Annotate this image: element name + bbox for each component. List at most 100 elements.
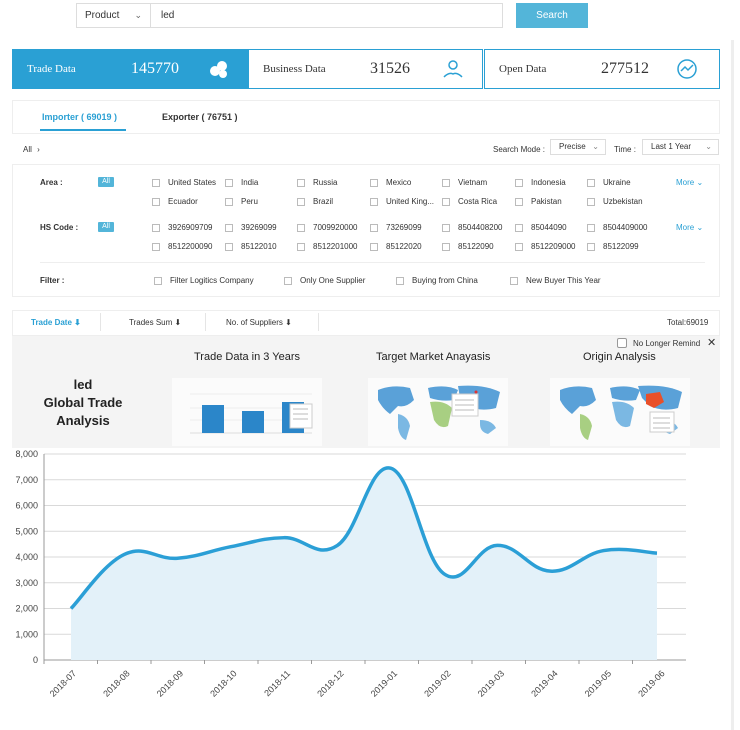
checkbox[interactable] <box>152 198 160 206</box>
checkbox[interactable] <box>510 277 518 285</box>
sort-trade-date[interactable]: Trade Date ⬇ <box>31 318 81 327</box>
hs-code-option-label: 3926909709 <box>168 223 213 232</box>
checkbox[interactable] <box>515 224 523 232</box>
analysis-title-line: led <box>73 377 93 392</box>
chevron-down-icon: ⌄ <box>696 178 704 187</box>
checkbox[interactable] <box>297 243 305 251</box>
area-option-label: United States <box>168 178 217 187</box>
checkbox[interactable] <box>225 243 233 251</box>
breadcrumb[interactable]: All › <box>23 145 40 154</box>
checkbox[interactable] <box>152 243 160 251</box>
x-tick-label: 2019-04 <box>529 668 559 698</box>
checkbox[interactable] <box>297 198 305 206</box>
search-mode-select[interactable]: Precise ⌄ <box>550 139 606 155</box>
search-button[interactable]: Search <box>516 3 588 28</box>
extra-filter-option-label: Only One Supplier <box>300 276 366 285</box>
checkbox[interactable] <box>152 224 160 232</box>
x-tick-label: 2019-01 <box>369 668 399 698</box>
area-option-label: Mexico <box>386 178 412 187</box>
checkbox[interactable] <box>587 243 595 251</box>
tab-importer[interactable]: Importer ( 69019 ) <box>42 112 118 122</box>
checkbox[interactable] <box>442 224 450 232</box>
close-icon[interactable]: ✕ <box>707 337 717 349</box>
tab-exporter[interactable]: Exporter ( 76751 ) <box>162 112 238 122</box>
checkbox[interactable] <box>370 224 378 232</box>
tabs-panel <box>12 100 720 134</box>
area-option-label: Ecuador <box>168 197 198 206</box>
checkbox[interactable] <box>587 198 595 206</box>
tab-active-indicator <box>40 129 126 131</box>
search-type-select[interactable]: Product ⌄ <box>77 4 151 27</box>
area-more-link[interactable]: More ⌄ <box>676 178 703 187</box>
checkbox[interactable] <box>370 179 378 187</box>
hs-code-option-label: 85122099 <box>603 242 639 251</box>
checkbox[interactable] <box>515 198 523 206</box>
divider <box>205 313 206 331</box>
analysis-title-line: Analysis <box>56 413 110 428</box>
checkbox[interactable] <box>154 277 162 285</box>
filter-label: Filter : <box>40 276 65 285</box>
hs-code-option-label: 85122090 <box>458 242 494 251</box>
checkbox[interactable] <box>370 198 378 206</box>
area-option-label: Indonesia <box>531 178 566 187</box>
no-remind-checkbox[interactable] <box>617 338 627 348</box>
area-option-label: Brazil <box>313 197 334 206</box>
checkbox[interactable] <box>225 179 233 187</box>
hs-more-link[interactable]: More ⌄ <box>676 223 703 232</box>
sort-label: No. of Suppliers <box>226 318 283 327</box>
chevron-down-icon: ⌄ <box>705 142 712 151</box>
checkbox[interactable] <box>297 179 305 187</box>
trade-data-thumbnail[interactable] <box>172 378 322 446</box>
checkbox[interactable] <box>515 179 523 187</box>
x-tick-label: 2018-11 <box>262 668 292 698</box>
checkbox[interactable] <box>587 179 595 187</box>
checkbox[interactable] <box>225 224 233 232</box>
trade-trend-chart: 0 1,000 2,000 3,000 4,000 5,000 6,000 7,000 8,00… <box>15 449 686 699</box>
target-market-map-thumbnail[interactable] <box>368 378 508 446</box>
y-tick-label: 8,000 <box>15 449 38 459</box>
hs-code-option-label: 8512209000 <box>531 242 576 251</box>
checkbox[interactable] <box>284 277 292 285</box>
x-tick-label: 2018-12 <box>315 668 345 698</box>
analysis-title-line: Global Trade <box>43 395 123 410</box>
hs-code-option-label: 8504408200 <box>458 223 503 232</box>
checkbox[interactable] <box>396 277 404 285</box>
checkbox[interactable] <box>370 243 378 251</box>
analysis-title: led Global Trade Analysis <box>28 376 138 430</box>
scrollbar[interactable] <box>731 40 734 730</box>
series-area <box>71 467 657 660</box>
extra-filter-option-label: Filter Logitics Company <box>170 276 254 285</box>
origin-map-thumbnail[interactable] <box>550 378 690 446</box>
sort-label: Trade Date <box>31 318 72 327</box>
area-option-label: India <box>241 178 259 187</box>
card-title-trade-data: Trade Data in 3 Years <box>194 351 300 363</box>
search-bar: Product ⌄ led <box>76 3 503 28</box>
area-option-label: Russia <box>313 178 338 187</box>
checkbox[interactable] <box>442 243 450 251</box>
checkbox[interactable] <box>297 224 305 232</box>
checkbox[interactable] <box>515 243 523 251</box>
chevron-right-icon: › <box>37 145 40 154</box>
x-tick-label: 2019-02 <box>422 668 452 698</box>
stat-trade-data[interactable]: Trade Data 145770 <box>12 49 248 89</box>
area-option-label: Peru <box>241 197 258 206</box>
stat-label: Trade Data <box>27 63 76 75</box>
checkbox[interactable] <box>442 179 450 187</box>
search-mode-label: Search Mode : <box>493 145 546 154</box>
checkbox[interactable] <box>442 198 450 206</box>
hs-all-badge[interactable]: All <box>98 222 114 232</box>
divider <box>40 262 705 263</box>
checkbox[interactable] <box>152 179 160 187</box>
area-all-badge[interactable]: All <box>98 177 114 187</box>
sort-suppliers[interactable]: No. of Suppliers ⬇ <box>226 318 292 327</box>
checkbox[interactable] <box>225 198 233 206</box>
sort-trades-sum[interactable]: Trades Sum ⬇ <box>129 318 181 327</box>
time-value: Last 1 Year <box>651 142 692 151</box>
checkbox[interactable] <box>587 224 595 232</box>
stat-business-data[interactable]: Business Data 31526 <box>248 49 483 89</box>
time-select[interactable]: Last 1 Year ⌄ <box>642 139 719 155</box>
extra-filter-option-label: Buying from China <box>412 276 478 285</box>
y-tick-label: 2,000 <box>15 604 38 614</box>
stat-open-data[interactable]: Open Data 277512 <box>484 49 720 89</box>
search-input[interactable]: led <box>161 10 175 21</box>
